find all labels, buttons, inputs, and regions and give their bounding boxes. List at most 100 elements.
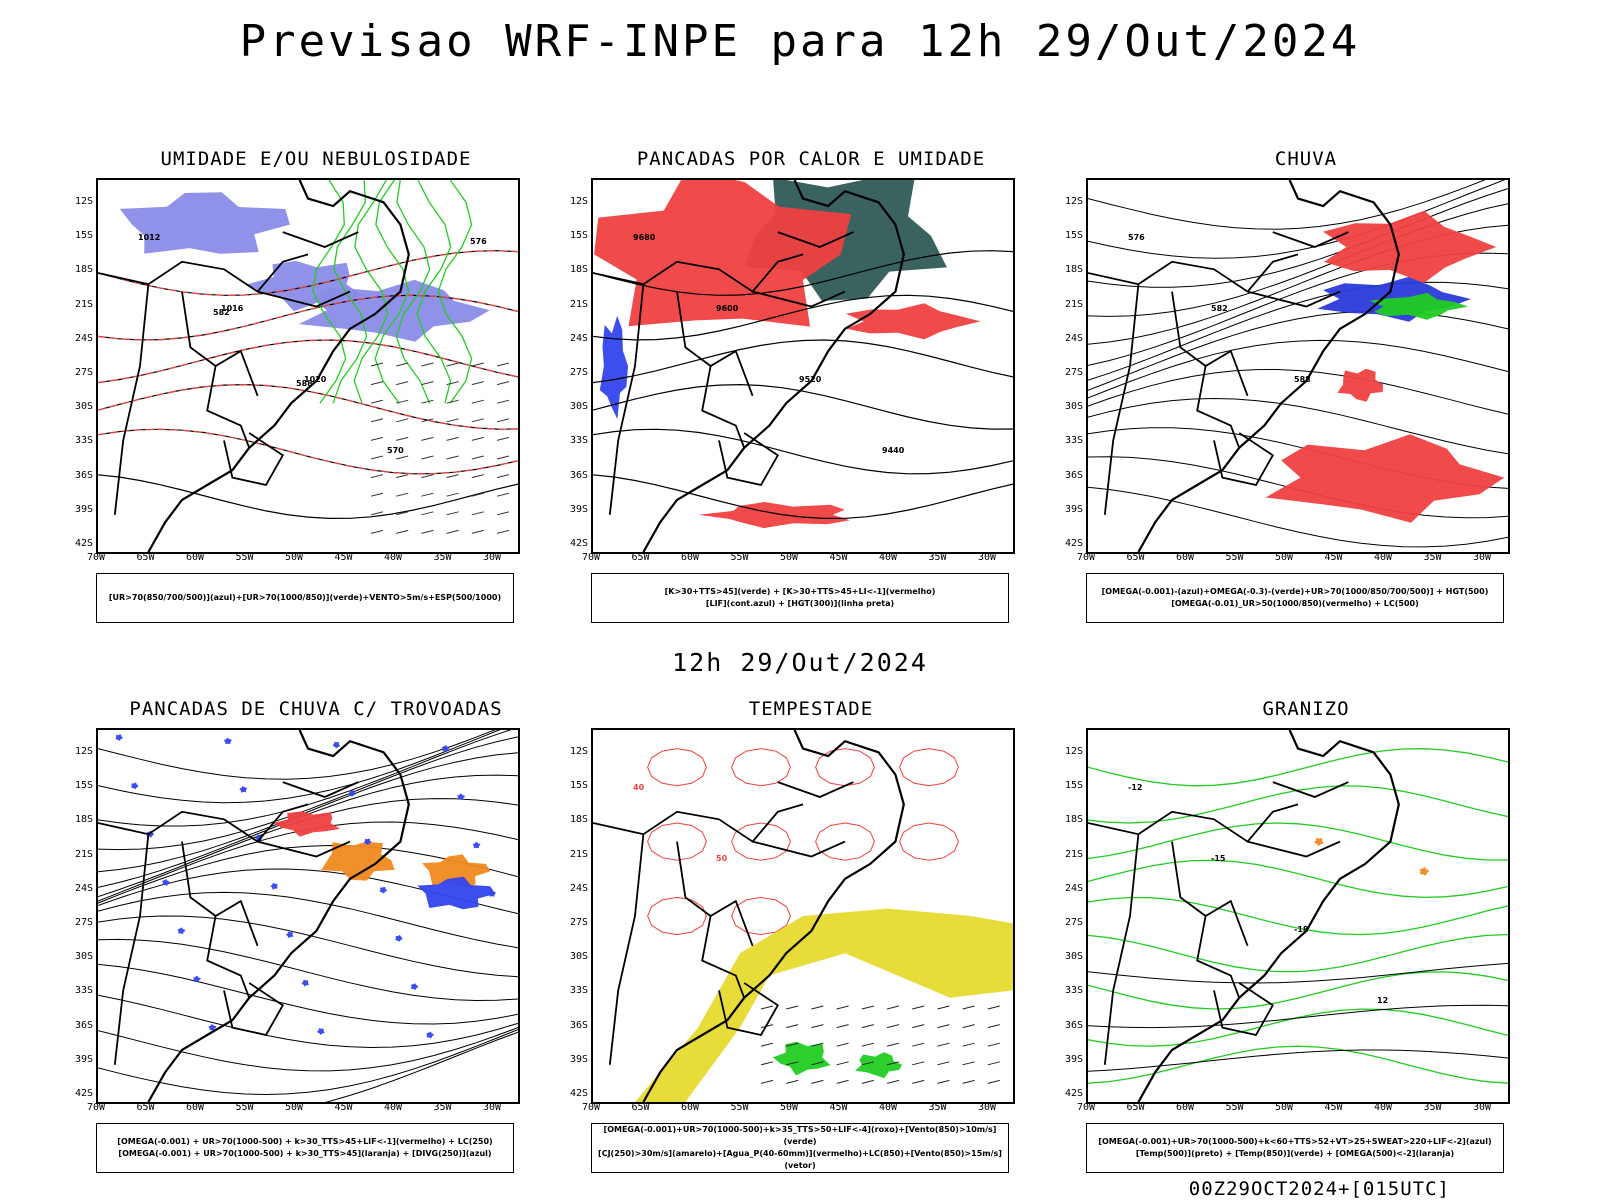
lon-label: 45W (1324, 1102, 1343, 1113)
state-border (1196, 365, 1241, 449)
legend-box: [OMEGA(-0.001)-(azul)+OMEGA(-0.3)-(verde… (1086, 573, 1504, 623)
lon-label: 70W (581, 1102, 601, 1113)
legend-box: [K>30+TTS>45](verde) + [K>30+TTS>45+LI<-… (591, 573, 1009, 623)
lat-label: 30S (569, 951, 588, 963)
map-svg (98, 730, 518, 1102)
divergence-dot (208, 1024, 216, 1031)
lat-label: 42S (569, 538, 588, 549)
wind-vector (396, 381, 409, 386)
map-svg: 576 582 588 (1088, 180, 1508, 552)
wind-vector (937, 1061, 950, 1066)
lon-label: 30W (1472, 552, 1492, 563)
lat-label: 18S (1064, 264, 1083, 276)
state-border (752, 290, 846, 308)
wind-vector (811, 1024, 824, 1029)
lat-label: 12S (1064, 746, 1083, 757)
map-area (96, 728, 520, 1104)
lon-label: 45W (829, 552, 848, 563)
lat-label: 12S (569, 746, 588, 757)
wind-vector (937, 1079, 950, 1084)
divergence-dot (457, 793, 465, 800)
map-svg: 1012 1016 1020 570 576 582 588 (98, 180, 518, 552)
wind-vector (912, 1005, 925, 1010)
wind-vector (786, 1079, 799, 1084)
humidity-low (423, 341, 472, 375)
humidity-contour (332, 180, 368, 404)
lon-label: 35W (928, 552, 947, 563)
wind-vector (471, 399, 484, 404)
lat-label: 33S (74, 985, 93, 997)
wind-vector (421, 436, 434, 441)
map-area: 40 50 (591, 728, 1015, 1104)
lat-label: 21S (74, 298, 93, 310)
lon-label: 45W (334, 552, 353, 563)
water-contour (731, 748, 791, 787)
contour-line (593, 428, 1013, 475)
lon-label: 40W (878, 1102, 898, 1113)
state-border (676, 841, 754, 947)
legend-line-2: [CJ(250)>30m/s](amarelo)+[Agua_P(40-60mm… (598, 1149, 1002, 1170)
humidity-area (119, 192, 290, 254)
temp850-contour (1088, 822, 1508, 861)
lat-label: 18S (74, 814, 93, 826)
contour-label: 1020 (304, 375, 327, 384)
wind-vector (886, 1042, 900, 1047)
wind-vector (370, 362, 384, 367)
lif-area (599, 315, 629, 420)
lon-label: 45W (334, 1102, 353, 1113)
contour-line (98, 383, 518, 430)
humidity-contour (312, 180, 347, 404)
water-contour (647, 748, 707, 787)
thunder-area (272, 811, 341, 837)
wind-vector (811, 1005, 824, 1010)
state-border (206, 915, 251, 999)
coastline (642, 180, 905, 552)
lat-label: 27S (569, 367, 588, 378)
wind-vector (937, 1024, 950, 1029)
panel-hail: GRANIZO -12 -15 -18 12 [OMEGA(-0.001)+UR>70… (1065, 698, 1526, 1178)
water-contour (899, 748, 959, 787)
state-border (206, 365, 251, 449)
lat-label: 24S (569, 882, 588, 894)
wind-vector (370, 529, 384, 534)
water-contour (899, 822, 959, 861)
lat-label: 36S (1064, 469, 1083, 481)
thunder-area (321, 841, 395, 881)
lon-label: 35W (928, 1102, 947, 1113)
divergence-dot (270, 882, 278, 890)
state-border (701, 915, 746, 999)
contour-line (593, 474, 1013, 520)
rain-area (1265, 434, 1505, 523)
state-border (1103, 284, 1140, 515)
wind-vector (421, 511, 434, 516)
wind-vector (370, 436, 384, 441)
water-contour (731, 822, 791, 861)
streamline (98, 736, 518, 851)
wind-vector (962, 1061, 975, 1066)
wind-vector (786, 1005, 799, 1010)
wind-area (855, 1052, 903, 1079)
divergence-dot (193, 975, 201, 983)
map-area: -12 -15 -18 12 (1086, 728, 1510, 1104)
panel-thunderstorm-showers: PANCADAS DE CHUVA C/ TROVOADAS [OMEGA(-0… (75, 698, 536, 1178)
lon-label: 55W (730, 1102, 749, 1113)
divergence-dot (441, 745, 450, 752)
divergence-dot (285, 931, 294, 939)
wind-vector (886, 1061, 900, 1066)
wind-vector (912, 1024, 925, 1029)
lat-label: 24S (1064, 882, 1083, 894)
water-area (809, 745, 883, 791)
map-svg: 9680 9600 9520 9440 (593, 180, 1013, 552)
lat-label: 33S (569, 985, 588, 997)
humidity-contour (437, 180, 473, 404)
lat-label: 24S (1064, 332, 1083, 344)
wind-vector (836, 1079, 849, 1084)
lon-label: 50W (284, 1102, 304, 1113)
wind-vector (370, 511, 384, 516)
lon-label: 55W (730, 552, 749, 563)
temp850-contour (1088, 933, 1508, 973)
wind-vector (861, 1005, 874, 1010)
lon-label: 60W (680, 1102, 700, 1113)
wind-vector (421, 399, 434, 404)
state-border (752, 840, 846, 858)
